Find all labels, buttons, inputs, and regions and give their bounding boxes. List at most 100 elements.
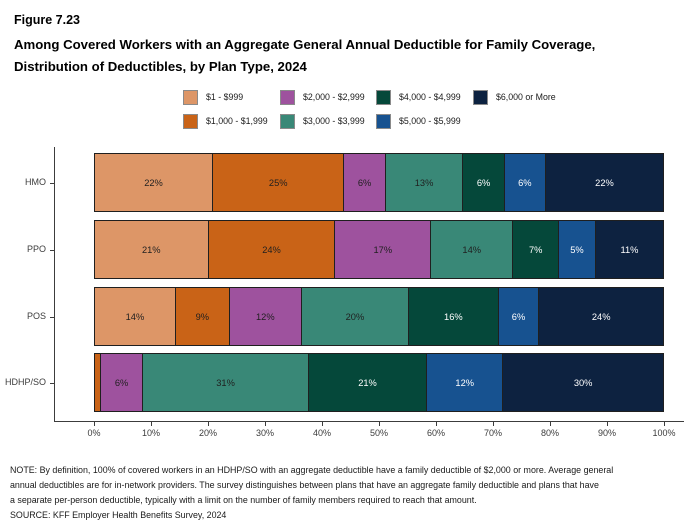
bar-segment-value: 6% <box>114 377 129 388</box>
bar-segment: 5% <box>558 221 595 278</box>
legend-label: $3,000 - $3,999 <box>303 116 365 126</box>
x-axis-tick <box>607 422 608 426</box>
y-axis-label: PPO <box>26 244 46 254</box>
legend-swatch-icon <box>473 89 488 105</box>
bar-segment-value: 24% <box>262 244 281 255</box>
bar-segment: 14% <box>430 221 513 278</box>
bar-segment: 17% <box>334 221 431 278</box>
x-axis-tick <box>322 422 323 426</box>
x-axis-tick <box>265 422 266 426</box>
legend-item: $1,000 - $1,999 <box>183 113 280 129</box>
bar-row-ppo: 21% 24% 17% 14% 7% 5% 11% <box>94 220 664 279</box>
bar-segment: 31% <box>142 354 308 411</box>
bar-segment-value: 16% <box>444 311 463 322</box>
bar-segment: 30% <box>502 354 663 411</box>
legend-item: $6,000 or More <box>473 89 556 105</box>
x-axis-tick <box>664 422 665 426</box>
x-axis-tick <box>151 422 152 426</box>
x-axis-label: 80% <box>540 428 559 438</box>
chart-title-line-1: Among Covered Workers with an Aggregate … <box>14 37 596 52</box>
bar-segment-value: 7% <box>529 244 543 255</box>
y-axis-label: HMO <box>25 177 46 187</box>
legend-item: $2,000 - $2,999 <box>280 89 376 105</box>
bar-segment: 21% <box>307 354 427 411</box>
x-axis-label: 70% <box>483 428 502 438</box>
bar-segment: 11% <box>594 221 664 278</box>
figure-label: Figure 7.23 <box>14 13 80 27</box>
legend-label: $4,000 - $4,999 <box>399 92 461 102</box>
bar-segment-value: 12% <box>455 377 475 388</box>
y-axis-tick <box>50 382 54 384</box>
legend-swatch-icon <box>183 89 198 105</box>
bar-segment: 6% <box>503 154 545 211</box>
y-axis-tick <box>50 182 54 184</box>
bar-segment: 24% <box>207 221 335 278</box>
bar-segment: 12% <box>426 354 503 411</box>
bar-row-hmo: 22% 25% 6% 13% 6% 6% 22% <box>94 153 664 212</box>
bar-segment: 13% <box>384 154 463 211</box>
bar-segment-value: 24% <box>591 311 611 322</box>
x-axis-tick <box>436 422 437 426</box>
bar-segment: 20% <box>300 288 409 345</box>
note-line: annual deductibles are for in-network pr… <box>10 480 599 490</box>
bar-segment: 22% <box>95 154 212 211</box>
y-axis-tick <box>50 249 54 251</box>
bar-segment-value: 9% <box>195 311 210 322</box>
legend-swatch-icon <box>183 113 198 129</box>
legend-label: $1,000 - $1,999 <box>206 116 268 126</box>
legend-label: $2,000 - $2,999 <box>303 92 365 102</box>
x-axis-tick <box>493 422 494 426</box>
x-axis-label: 90% <box>597 428 616 438</box>
bar-segment-value: 11% <box>620 244 639 255</box>
x-axis-tick <box>94 422 95 426</box>
bar-segment-value: 31% <box>216 377 235 388</box>
source-line: SOURCE: KFF Employer Health Benefits Sur… <box>10 510 227 520</box>
x-axis-label: 20% <box>198 428 217 438</box>
bar-segment-value: 20% <box>345 311 365 322</box>
legend-item: $1 - $999 <box>183 89 280 105</box>
bar-segment-value: 12% <box>255 311 275 322</box>
legend: $1 - $999 $1,000 - $1,999 $2,000 - $2,999 $… <box>183 85 556 133</box>
bar-segment: 25% <box>212 154 344 211</box>
legend-label: $6,000 or More <box>496 92 556 102</box>
bar-segment: 6% <box>343 154 385 211</box>
bar-segment-value: 14% <box>462 244 482 255</box>
bar-segment: 22% <box>544 154 663 211</box>
y-axis-line <box>54 147 55 422</box>
bar-segment-value: 22% <box>595 177 614 188</box>
bar-segment-value: 14% <box>125 311 145 322</box>
x-axis-tick <box>379 422 380 426</box>
bar-segment-value: 21% <box>358 377 377 388</box>
x-axis-label: 60% <box>426 428 445 438</box>
bar-segment-value: 5% <box>570 244 584 255</box>
bar-segment-value: 6% <box>518 177 532 188</box>
y-axis-label: HDHP/SO <box>4 377 46 387</box>
bar-row-pos: 14% 9% 12% 20% 16% 6% 24% <box>94 287 664 346</box>
note-line: a separate per-person deductible, typica… <box>10 495 477 505</box>
legend-item: $5,000 - $5,999 <box>376 113 473 129</box>
y-axis-tick <box>50 316 54 318</box>
legend-item: $4,000 - $4,999 <box>376 89 473 105</box>
bar-segment-value: 30% <box>573 377 593 388</box>
bar-segment-value: 6% <box>476 177 491 188</box>
bar-segment-value: 6% <box>511 311 526 322</box>
bar-segment-value: 6% <box>357 177 372 188</box>
x-axis-label: 0% <box>87 428 101 438</box>
bar-segment: 7% <box>512 221 559 278</box>
bar-segment: 21% <box>95 221 208 278</box>
y-axis-label: POS <box>26 311 46 321</box>
bar-segment-value: 22% <box>144 177 163 188</box>
bar-row-hdhp-so: 6% 31% 21% 12% 30% <box>94 353 664 412</box>
legend-swatch-icon <box>376 113 391 129</box>
legend-swatch-icon <box>376 89 391 105</box>
x-axis-tick <box>550 422 551 426</box>
bar-segment: 24% <box>538 288 664 345</box>
x-axis-label: 40% <box>312 428 331 438</box>
bar-segment-value: 13% <box>414 177 434 188</box>
bar-segment: 14% <box>95 288 175 345</box>
x-axis-label: 50% <box>369 428 388 438</box>
bar-segment: 16% <box>408 288 498 345</box>
x-axis-label: 30% <box>255 428 274 438</box>
chart-title-line-2: Distribution of Deductibles, by Plan Typ… <box>14 59 307 74</box>
